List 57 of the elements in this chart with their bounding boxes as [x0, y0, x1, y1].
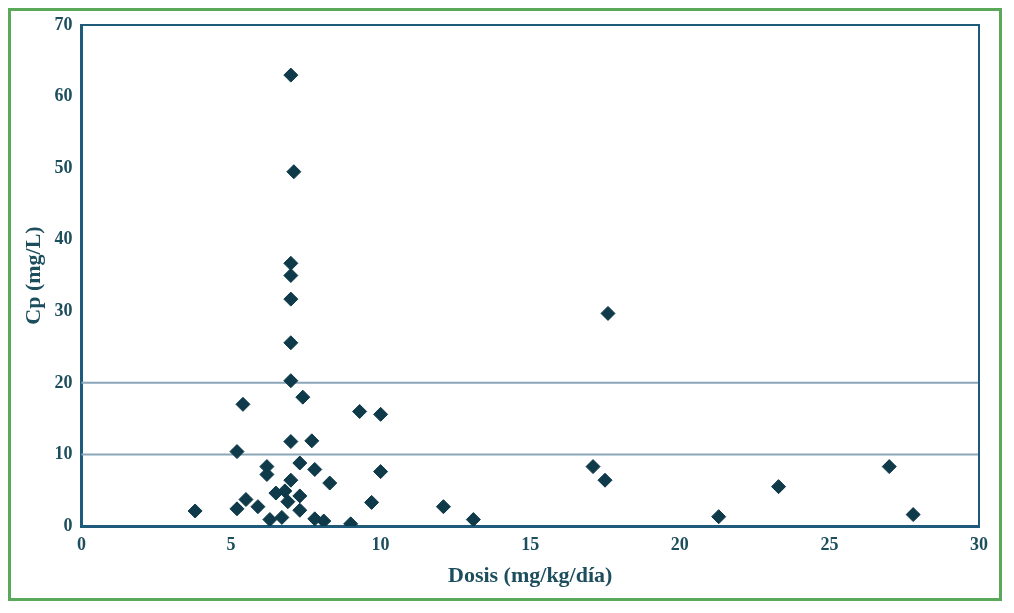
x-axis-title: Dosis (mg/kg/día): [447, 562, 613, 588]
y-tick-label: 0: [63, 514, 73, 535]
point: [283, 434, 299, 450]
point: [229, 444, 245, 460]
x-tick-label: 5: [226, 534, 236, 555]
x-tick-label: 15: [521, 534, 540, 555]
point: [711, 509, 727, 525]
point: [771, 479, 787, 495]
point: [283, 67, 299, 83]
y-axis-title: Cp (mg/L): [19, 226, 45, 325]
point: [435, 499, 451, 515]
y-tick-label: 60: [54, 85, 73, 106]
point: [262, 512, 278, 526]
point: [274, 509, 290, 525]
point: [283, 335, 299, 351]
point: [905, 507, 921, 523]
point: [283, 268, 299, 283]
point: [316, 513, 332, 526]
point: [304, 433, 320, 449]
y-tick-label: 40: [54, 228, 73, 249]
point: [352, 403, 368, 419]
point: [307, 461, 323, 477]
point: [881, 459, 897, 475]
x-tick-label: 25: [820, 534, 839, 555]
point: [280, 494, 296, 510]
y-tick-label: 20: [54, 371, 73, 392]
point: [235, 396, 251, 412]
point: [286, 164, 302, 180]
point: [597, 472, 613, 488]
point: [292, 502, 308, 518]
point: [238, 492, 254, 508]
point: [364, 494, 380, 510]
point: [465, 512, 481, 526]
point: [250, 499, 266, 515]
point: [322, 475, 338, 491]
point: [295, 389, 311, 405]
point: [373, 464, 389, 480]
x-tick-label: 10: [371, 534, 390, 555]
point: [277, 483, 293, 499]
x-tick-label: 20: [670, 534, 689, 555]
point: [373, 406, 389, 422]
x-tick-label: 30: [970, 534, 988, 555]
point: [292, 455, 308, 471]
point: [585, 459, 601, 475]
y-tick-label: 50: [54, 156, 73, 177]
y-tick-label: 10: [54, 443, 73, 464]
point: [283, 472, 299, 488]
point: [229, 501, 245, 517]
y-tick-label: 30: [54, 299, 73, 320]
point: [600, 305, 616, 321]
point: [292, 488, 308, 504]
y-tick-label: 70: [54, 13, 73, 34]
point: [283, 255, 299, 271]
point: [283, 291, 299, 307]
x-tick-label: 0: [76, 534, 86, 555]
point: [283, 373, 299, 389]
point: [187, 503, 203, 519]
